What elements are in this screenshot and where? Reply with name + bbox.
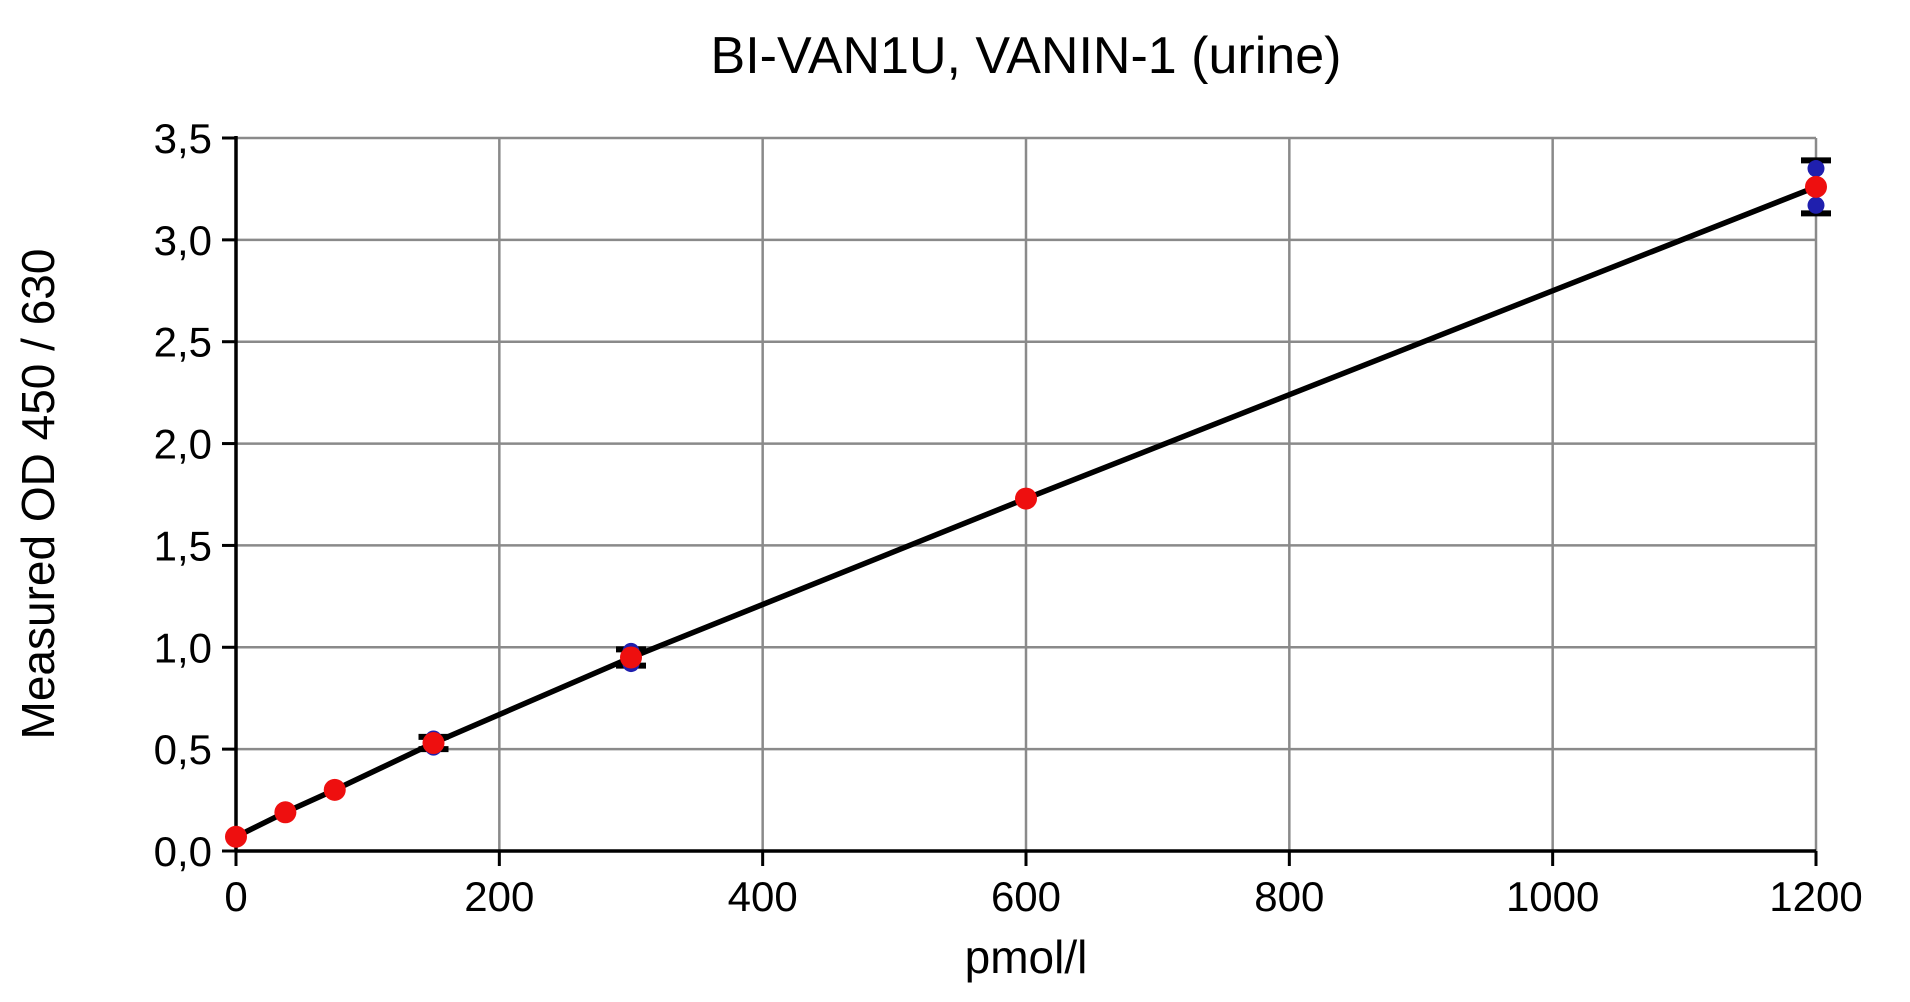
y-tick-label: 1,0	[154, 624, 212, 671]
y-tick-label: 3,0	[154, 217, 212, 264]
x-tick-label: 400	[728, 873, 798, 920]
x-tick-label: 600	[991, 873, 1061, 920]
replicate-point	[1807, 196, 1825, 214]
y-tick-label: 0,5	[154, 726, 212, 773]
chart-title: BI-VAN1U, VANIN-1 (urine)	[710, 27, 1342, 85]
mean-point	[1015, 487, 1037, 510]
y-tick-label: 0,0	[154, 828, 212, 875]
x-tick-label: 1200	[1769, 873, 1862, 920]
y-tick-label: 1,5	[154, 522, 212, 569]
mean-point	[422, 732, 445, 755]
mean-point	[1805, 175, 1827, 198]
x-tick-label: 0	[224, 873, 247, 920]
x-tick-label: 200	[464, 873, 534, 920]
replicate-point	[1807, 160, 1825, 178]
mean-point	[620, 646, 642, 669]
y-tick-label: 2,5	[154, 319, 212, 366]
y-tick-label: 3,5	[154, 115, 212, 162]
y-tick-label: 2,0	[154, 421, 212, 468]
x-axis-title: pmol/l	[964, 931, 1088, 983]
x-tick-label: 800	[1254, 873, 1324, 920]
mean-point	[274, 801, 297, 824]
mean-point	[225, 825, 247, 848]
mean-point	[323, 778, 346, 801]
x-tick-label: 1000	[1506, 873, 1599, 920]
